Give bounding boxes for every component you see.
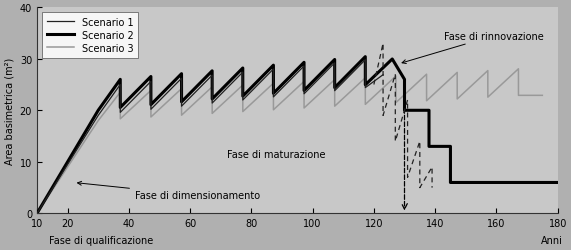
Text: Fase di qualificazione: Fase di qualificazione xyxy=(49,235,153,245)
Y-axis label: Area basimetrica (m²): Area basimetrica (m²) xyxy=(4,58,14,164)
Text: Fase di dimensionamento: Fase di dimensionamento xyxy=(78,182,260,201)
Text: Fase di rinnovazione: Fase di rinnovazione xyxy=(402,32,544,64)
Text: Anni: Anni xyxy=(541,235,562,245)
Text: Fase di maturazione: Fase di maturazione xyxy=(227,150,325,160)
Legend: Scenario 1, Scenario 2, Scenario 3: Scenario 1, Scenario 2, Scenario 3 xyxy=(42,13,138,58)
